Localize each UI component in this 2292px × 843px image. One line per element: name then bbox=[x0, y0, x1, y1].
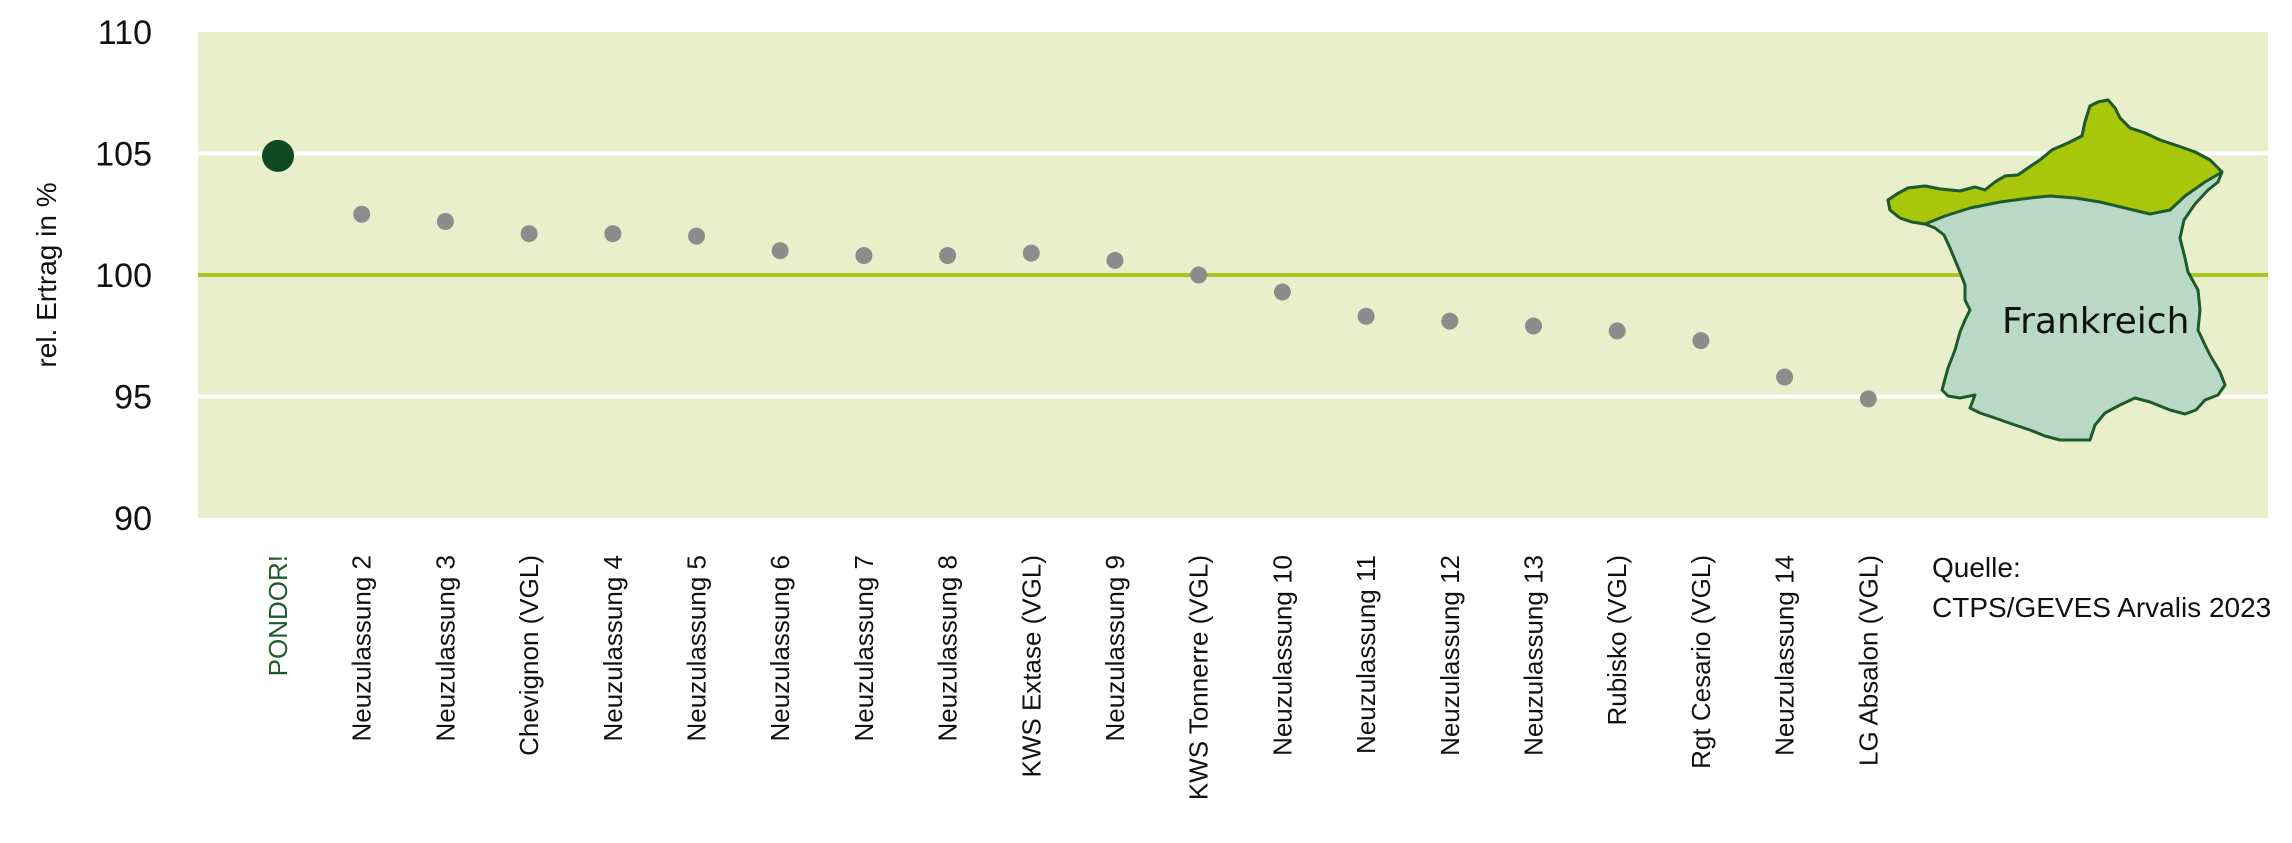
category-label-6: Neuzulassung 5 bbox=[682, 555, 712, 741]
category-label-20: LG Absalon (VGL) bbox=[1853, 555, 1883, 766]
data-point-11 bbox=[1106, 251, 1124, 269]
source-note: Quelle: CTPS/GEVES Arvalis 2023 bbox=[1932, 548, 2271, 628]
data-point-13 bbox=[1273, 283, 1291, 301]
gridlines bbox=[198, 151, 2268, 399]
category-label-4: Chevignon (VGL) bbox=[514, 555, 544, 756]
data-point-5 bbox=[604, 225, 622, 243]
y-axis-label: rel. Ertrag in % bbox=[31, 182, 62, 367]
data-point-10 bbox=[1022, 244, 1040, 262]
category-label-8: Neuzulassung 7 bbox=[849, 555, 879, 741]
category-label-9: Neuzulassung 8 bbox=[933, 555, 963, 741]
category-label-5: Neuzulassung 4 bbox=[598, 555, 628, 741]
france-map-icon: Frankreich bbox=[1886, 98, 2227, 442]
data-point-4 bbox=[520, 225, 538, 243]
data-point-17 bbox=[1608, 322, 1626, 340]
data-point-19 bbox=[1776, 368, 1794, 386]
data-point-8 bbox=[855, 247, 873, 265]
category-label-19: Neuzulassung 14 bbox=[1770, 555, 1800, 756]
y-tick-105: 105 bbox=[95, 136, 152, 174]
y-tick-90: 90 bbox=[114, 500, 152, 538]
category-label-15: Neuzulassung 12 bbox=[1435, 555, 1465, 756]
category-label-12: KWS Tonnerre (VGL) bbox=[1184, 555, 1214, 800]
data-point-2 bbox=[353, 205, 371, 223]
source-line-1: Quelle: bbox=[1932, 552, 2021, 583]
data-point-16 bbox=[1525, 317, 1542, 335]
data-point-12 bbox=[1190, 266, 1208, 284]
y-axis-ticks: 90 95 100 105 110 bbox=[95, 14, 152, 538]
source-line-2: CTPS/GEVES Arvalis 2023 bbox=[1932, 592, 2272, 623]
category-label-13: Neuzulassung 10 bbox=[1267, 555, 1297, 756]
y-tick-95: 95 bbox=[114, 379, 152, 417]
data-point-3 bbox=[436, 213, 454, 231]
data-point-14 bbox=[1357, 307, 1375, 325]
data-point-1 bbox=[262, 139, 294, 172]
category-label-3: Neuzulassung 3 bbox=[430, 555, 460, 741]
data-point-9 bbox=[939, 247, 957, 265]
data-point-18 bbox=[1692, 332, 1710, 350]
y-tick-110: 110 bbox=[98, 14, 152, 52]
category-label-16: Neuzulassung 13 bbox=[1519, 555, 1549, 756]
france-north-region bbox=[1886, 98, 2224, 226]
y-tick-100: 100 bbox=[95, 257, 152, 295]
data-point-15 bbox=[1441, 312, 1459, 330]
category-label-17: Rubisko (VGL) bbox=[1602, 555, 1632, 726]
data-points bbox=[262, 139, 1877, 408]
category-label-1: PONDOR! bbox=[263, 555, 293, 676]
category-label-10: KWS Extase (VGL) bbox=[1016, 555, 1046, 778]
category-label-18: Rgt Cesario (VGL) bbox=[1686, 555, 1716, 769]
data-point-6 bbox=[688, 227, 705, 245]
category-label-7: Neuzulassung 6 bbox=[765, 555, 795, 741]
category-labels: PONDOR! Neuzulassung 2 Neuzulassung 3 Chevi… bbox=[263, 555, 1883, 800]
category-label-14: Neuzulassung 11 bbox=[1351, 555, 1381, 754]
data-point-7 bbox=[771, 242, 789, 260]
category-label-2: Neuzulassung 2 bbox=[347, 555, 377, 741]
category-label-11: Neuzulassung 9 bbox=[1100, 555, 1130, 741]
map-label-frankreich: Frankreich bbox=[2002, 301, 2189, 342]
data-point-20 bbox=[1859, 390, 1877, 408]
